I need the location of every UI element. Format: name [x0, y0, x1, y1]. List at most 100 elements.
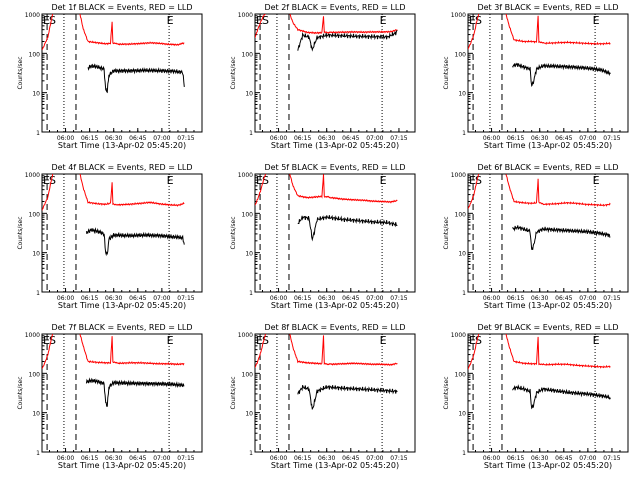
x-tick-label: 06:45: [129, 295, 146, 302]
data-layer: [468, 334, 611, 410]
x-tick-label: 07:00: [153, 135, 170, 142]
marker-label-2: S: [475, 14, 482, 27]
y-tick-label: 1000: [238, 12, 253, 19]
x-tick-label: 06:00: [57, 135, 74, 142]
marker-label-3: E: [380, 14, 387, 27]
y-axis-label: Counts/sec: [230, 216, 237, 249]
marker-label-2: S: [49, 14, 56, 27]
x-tick-label: 07:00: [366, 455, 383, 462]
panel-title: Det 8f BLACK = Events, RED = LLD: [264, 323, 405, 332]
lld-series-line-seg-1: [255, 334, 267, 368]
data-layer: [468, 174, 611, 250]
x-tick-label: 07:15: [390, 295, 407, 302]
y-tick-label: 1: [36, 450, 40, 457]
x-tick-label: 07:00: [579, 135, 596, 142]
y-tick-label: 10: [245, 91, 253, 98]
y-tick-label: 10: [458, 91, 466, 98]
plot-frame: [41, 333, 203, 453]
x-tick-label: 06:15: [81, 295, 98, 302]
x-tick-label: 07:15: [177, 135, 194, 142]
marker-label-1: E: [469, 174, 476, 187]
data-layer: [255, 334, 398, 410]
marker-label-3: E: [593, 334, 600, 347]
y-tick-label: 1: [462, 450, 466, 457]
marker-label-3: E: [593, 14, 600, 27]
events-series-line-seg-1: [512, 225, 611, 250]
panel-title: Det 2f BLACK = Events, RED = LLD: [264, 3, 405, 12]
x-tick-label: 07:15: [177, 295, 194, 302]
x-tick-label: 06:00: [483, 295, 500, 302]
y-tick-label: 1000: [25, 172, 40, 179]
y-tick-label: 10: [458, 411, 466, 418]
y-tick-label: 1: [462, 290, 466, 297]
y-tick-label: 1000: [238, 332, 253, 339]
x-tick-label: 06:00: [270, 295, 287, 302]
events-series-line-seg-1: [85, 227, 185, 257]
y-tick-label: 100: [455, 51, 467, 58]
events-series-line-seg-1: [297, 30, 398, 52]
x-tick-label: 06:15: [294, 295, 311, 302]
marker-label-1: E: [256, 14, 263, 27]
y-tick-label: 100: [242, 211, 254, 218]
y-tick-label: 100: [29, 51, 41, 58]
x-tick-label: 06:00: [270, 455, 287, 462]
events-series-line-seg-1: [512, 62, 611, 88]
y-tick-label: 100: [455, 211, 467, 218]
y-tick-label: 10: [245, 411, 253, 418]
lld-series-line-seg-2: [79, 14, 185, 47]
data-layer: [42, 14, 185, 94]
y-tick-label: 10: [245, 251, 253, 258]
y-tick-label: 100: [242, 51, 254, 58]
y-tick-label: 10: [32, 411, 40, 418]
detector-panel-1: Det 1f BLACK = Events, RED = LLD 1 10 100 10…: [17, 3, 203, 150]
marker-label-1: E: [469, 14, 476, 27]
panel-title: Det 1f BLACK = Events, RED = LLD: [51, 3, 192, 12]
events-series-line-seg-1: [87, 63, 185, 94]
x-axis-label: Start Time (13-Apr-02 05:45:20): [271, 301, 399, 310]
x-tick-label: 06:45: [342, 135, 359, 142]
x-tick-label: 07:15: [177, 455, 194, 462]
x-tick-label: 06:45: [342, 455, 359, 462]
x-tick-label: 07:00: [153, 295, 170, 302]
x-tick-label: 06:30: [531, 295, 548, 302]
marker-label-1: E: [256, 334, 263, 347]
y-tick-label: 1000: [451, 172, 466, 179]
lld-series-line-seg-1: [42, 174, 54, 211]
marker-label-3: E: [593, 174, 600, 187]
lld-series-line-seg-2: [289, 14, 398, 35]
x-tick-label: 07:00: [366, 295, 383, 302]
x-axis-label: Start Time (13-Apr-02 05:45:20): [58, 301, 186, 310]
lld-series-line-seg-1: [468, 14, 480, 50]
x-tick-label: 06:45: [342, 295, 359, 302]
plot-frame: [254, 333, 416, 453]
y-axis-label: Counts/sec: [443, 376, 450, 409]
y-tick-label: 10: [32, 91, 40, 98]
detector-panel-4: Det 4f BLACK = Events, RED = LLD 1 10 100 10…: [17, 163, 203, 310]
marker-label-2: S: [475, 334, 482, 347]
data-layer: [255, 14, 398, 52]
data-layer: [42, 334, 185, 407]
marker-label-2: S: [49, 334, 56, 347]
x-tick-label: 06:15: [507, 455, 524, 462]
x-axis-label: Start Time (13-Apr-02 05:45:20): [271, 141, 399, 150]
lld-series-line-seg-2: [289, 334, 398, 367]
x-tick-label: 07:15: [390, 455, 407, 462]
marker-label-3: E: [380, 334, 387, 347]
x-tick-label: 06:30: [531, 455, 548, 462]
lld-series-line-seg-2: [289, 174, 398, 204]
data-layer: [42, 174, 185, 257]
detector-panel-3: Det 3f BLACK = Events, RED = LLD 1 10 100 10…: [443, 3, 629, 150]
y-tick-label: 100: [29, 211, 41, 218]
x-tick-label: 06:15: [294, 135, 311, 142]
y-axis-label: Counts/sec: [443, 216, 450, 249]
events-series-line-seg-1: [512, 384, 611, 410]
x-tick-label: 06:30: [531, 135, 548, 142]
plot-frame: [41, 173, 203, 293]
x-tick-label: 07:15: [603, 455, 620, 462]
x-tick-label: 06:45: [555, 135, 572, 142]
y-tick-label: 1: [36, 290, 40, 297]
x-axis-label: Start Time (13-Apr-02 05:45:20): [484, 461, 612, 470]
y-axis-label: Counts/sec: [230, 376, 237, 409]
marker-label-2: S: [262, 334, 269, 347]
